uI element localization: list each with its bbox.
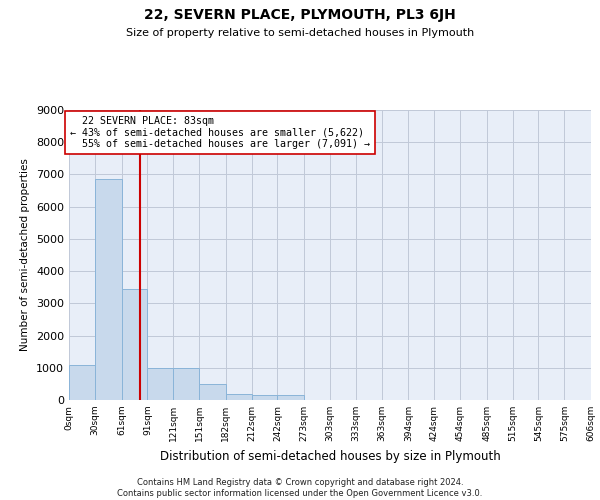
Bar: [148, 368, 173, 400]
Bar: [199, 384, 226, 400]
Text: Contains HM Land Registry data © Crown copyright and database right 2024.
Contai: Contains HM Land Registry data © Crown c…: [118, 478, 482, 498]
Text: 22, SEVERN PLACE, PLYMOUTH, PL3 6JH: 22, SEVERN PLACE, PLYMOUTH, PL3 6JH: [144, 8, 456, 22]
Text: Size of property relative to semi-detached houses in Plymouth: Size of property relative to semi-detach…: [126, 28, 474, 38]
Y-axis label: Number of semi-detached properties: Number of semi-detached properties: [20, 158, 31, 352]
Bar: [277, 394, 304, 400]
Bar: [226, 394, 251, 400]
Bar: [173, 368, 199, 400]
Bar: [95, 180, 122, 400]
Text: 22 SEVERN PLACE: 83sqm
← 43% of semi-detached houses are smaller (5,622)
  55% o: 22 SEVERN PLACE: 83sqm ← 43% of semi-det…: [70, 116, 370, 149]
Bar: [122, 289, 148, 400]
X-axis label: Distribution of semi-detached houses by size in Plymouth: Distribution of semi-detached houses by …: [160, 450, 500, 462]
Bar: [69, 364, 95, 400]
Bar: [251, 394, 277, 400]
